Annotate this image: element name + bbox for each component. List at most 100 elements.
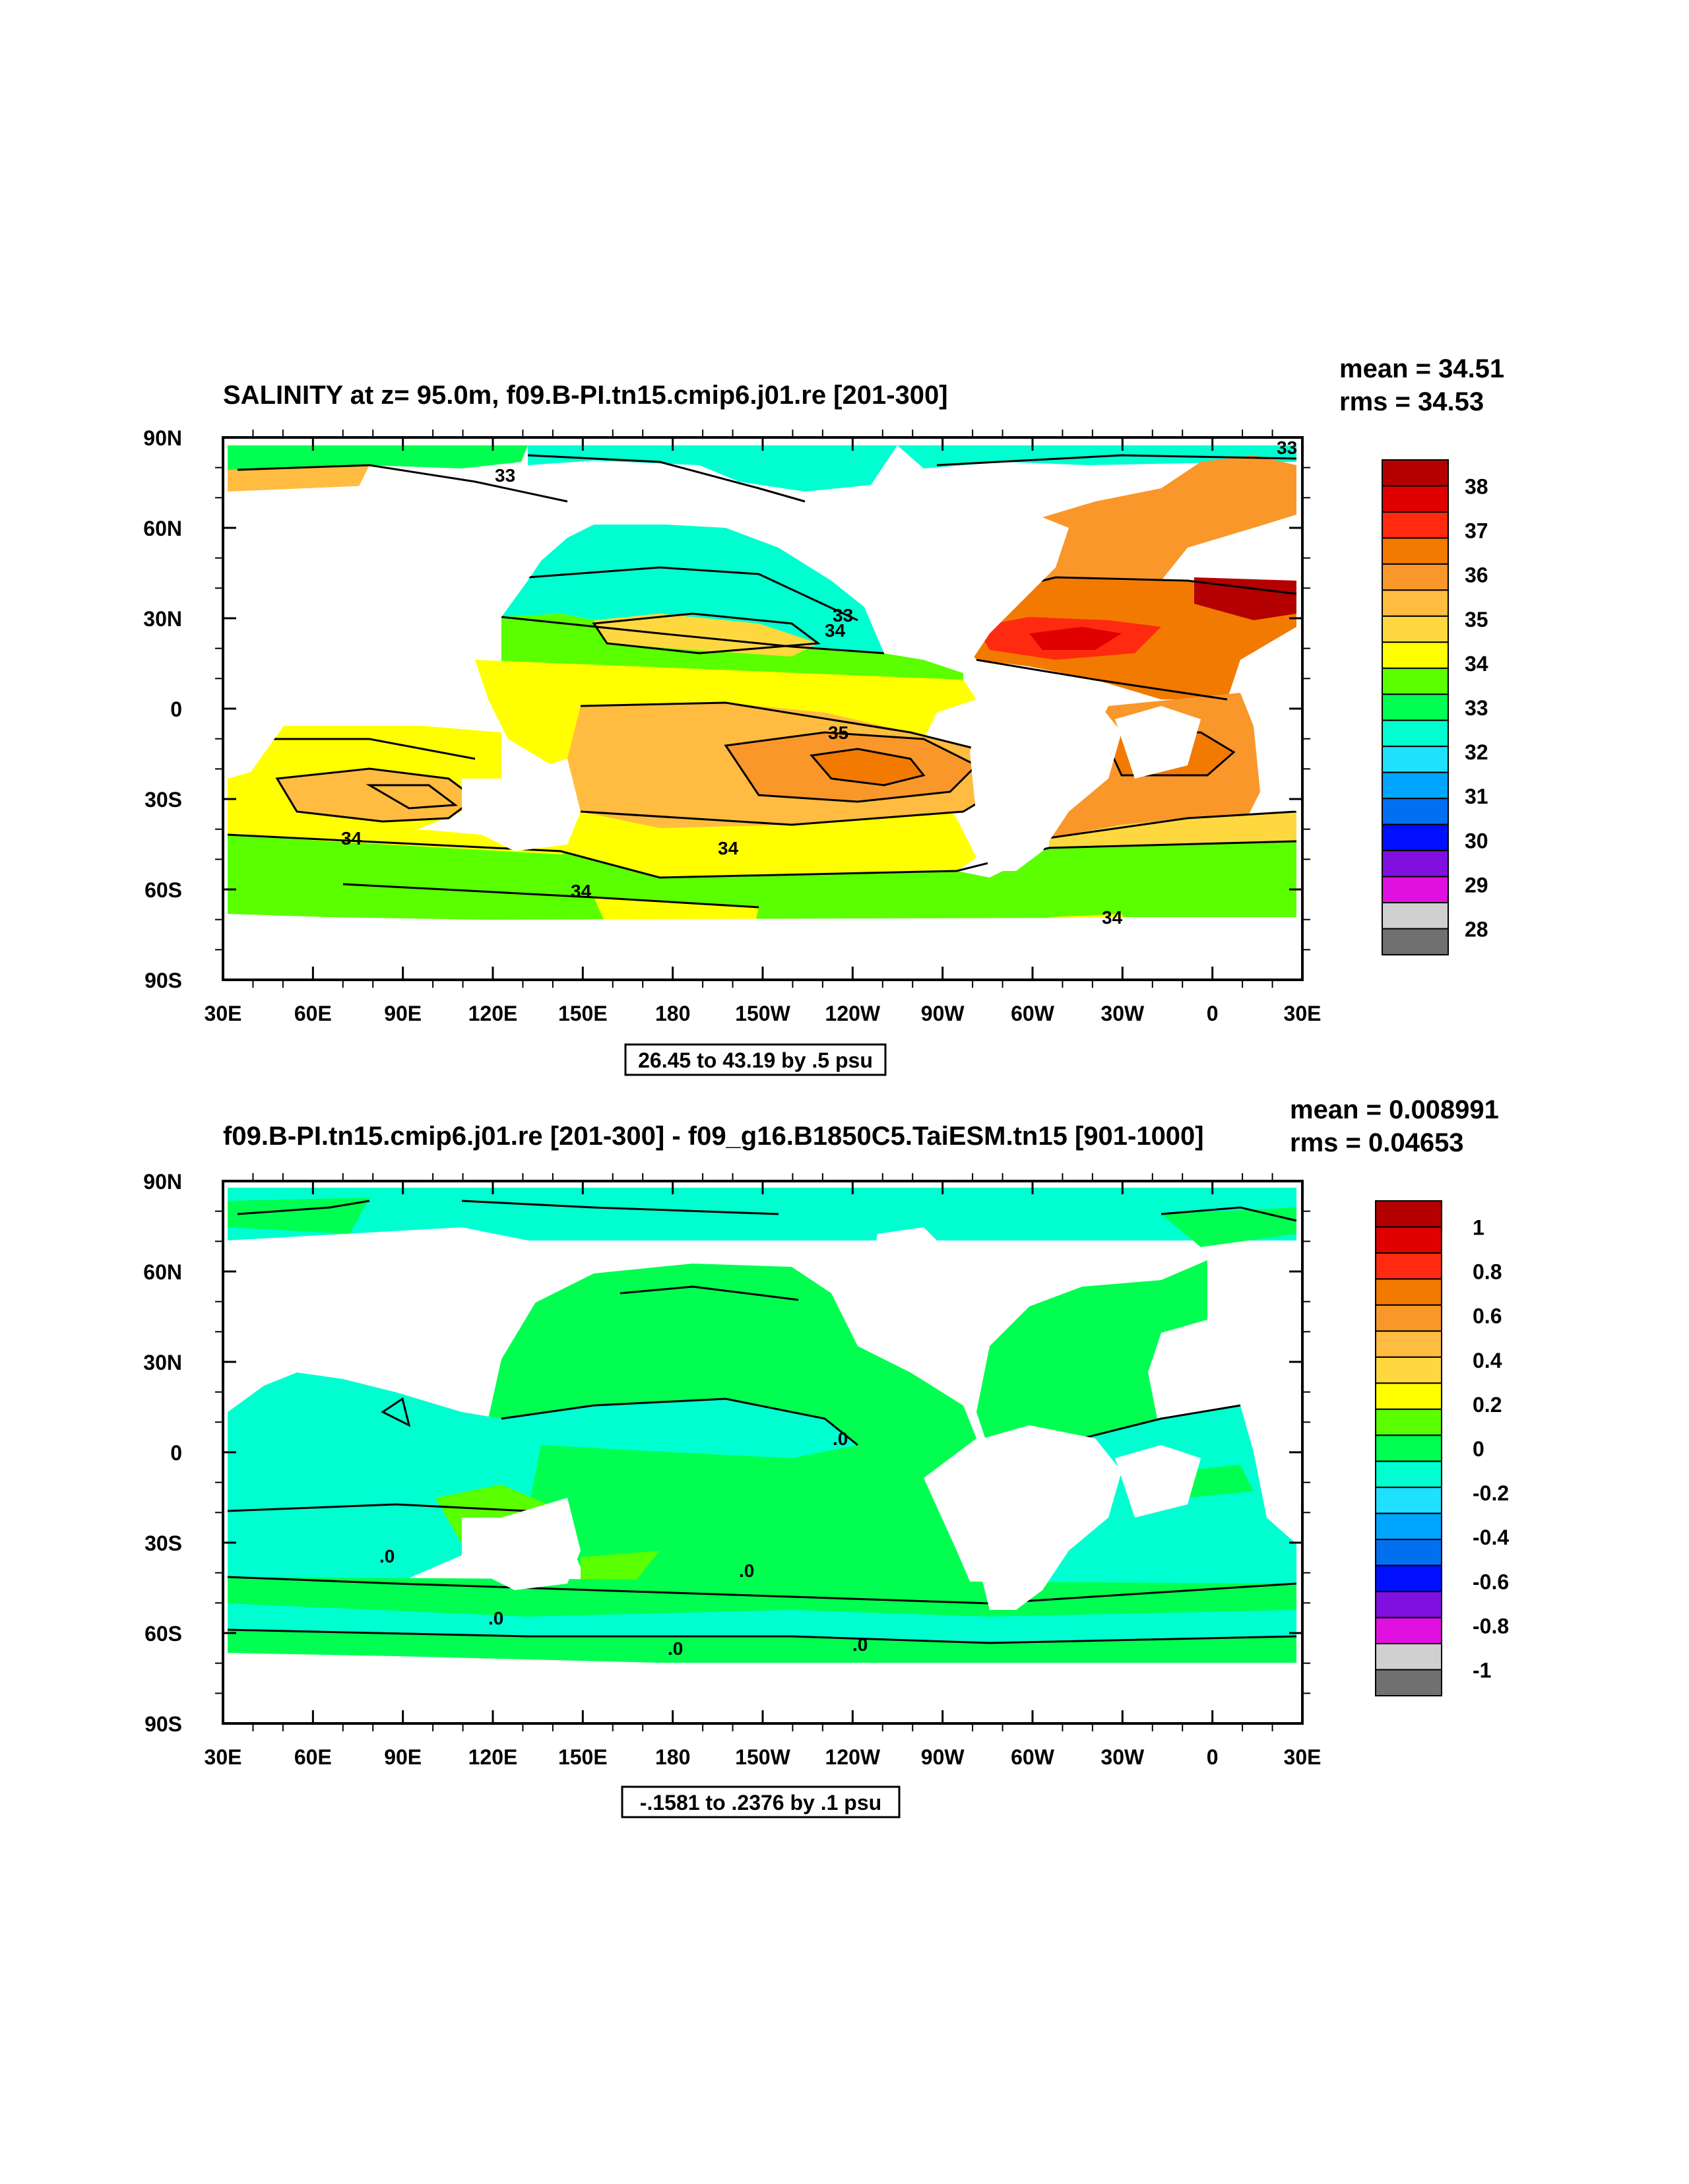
colorbar-label: 0.2 <box>1473 1393 1502 1417</box>
y-axis: 90N 60N 30N 0 30S 60S 90S <box>143 426 182 992</box>
x-tick-label: 120W <box>825 1745 881 1769</box>
colorbar-swatch <box>1382 511 1449 539</box>
y-tick-label: 60S <box>144 878 182 902</box>
ocean-region <box>501 525 884 653</box>
colorbar-swatch <box>1382 850 1449 878</box>
contour-label: 34 <box>825 620 846 641</box>
contour-label: 35 <box>828 723 848 743</box>
colorbar-swatch <box>1375 1539 1442 1566</box>
colorbar-swatch <box>1382 719 1449 748</box>
x-tick-label: 60W <box>1011 1002 1055 1025</box>
colorbar-swatch <box>1382 615 1449 643</box>
x-tick-label: 120E <box>468 1745 518 1769</box>
contour-label: .0 <box>379 1546 395 1566</box>
colorbar-swatch <box>1375 1226 1442 1254</box>
colorbar-swatch <box>1382 693 1449 721</box>
colorbar-swatch <box>1375 1408 1442 1436</box>
colorbar-label: 29 <box>1465 873 1488 897</box>
colorbar-swatch <box>1382 485 1449 513</box>
y-tick-label: 90S <box>144 969 182 992</box>
colorbar-swatch <box>1382 459 1449 487</box>
info-box-frame <box>624 1043 887 1076</box>
x-tick-label: 30E <box>205 1745 242 1769</box>
colorbar-label: 1 <box>1473 1215 1484 1239</box>
colorbar-swatch <box>1375 1487 1442 1514</box>
colorbar-swatch <box>1382 876 1449 904</box>
colorbar-label: 38 <box>1465 474 1488 498</box>
x-tick-label: 60E <box>294 1745 332 1769</box>
x-tick-label: 30E <box>1284 1745 1322 1769</box>
colorbar-label: -0.2 <box>1473 1481 1509 1505</box>
colorbar-label: 35 <box>1465 608 1488 631</box>
ocean-region <box>228 1603 1296 1643</box>
ocean-region <box>228 445 528 470</box>
contour-label-group: 33 33 33 34 35 34 34 34 34 .0 .0 .0 .0 .… <box>341 437 1297 1659</box>
colorbar-swatch <box>1375 1669 1442 1697</box>
x-tick-label: 0 <box>1207 1745 1219 1769</box>
colorbar-swatch <box>1382 798 1449 825</box>
colorbar-label: 28 <box>1465 918 1488 942</box>
colorbar-swatch <box>1375 1460 1442 1489</box>
x-tick-label: 90E <box>384 1002 422 1025</box>
ocean-region <box>1029 627 1122 650</box>
colorbar-swatch <box>1375 1304 1442 1332</box>
colorbar-label: -1 <box>1473 1659 1491 1683</box>
y-tick-label: 30N <box>143 607 182 631</box>
colorbar-swatch <box>1375 1564 1442 1593</box>
x-tick-label: 90W <box>921 1002 965 1025</box>
colorbar-label: 37 <box>1465 519 1488 543</box>
axis-ticks <box>215 1173 1310 1731</box>
x-tick-label: 90W <box>921 1745 965 1769</box>
colorbar-swatch <box>1375 1252 1442 1280</box>
contour-label: 33 <box>833 605 853 626</box>
contour-label: .0 <box>833 1429 848 1449</box>
contour-label: .0 <box>668 1638 683 1659</box>
contour-info-box: -.1581 to .2376 by .1 psu <box>621 1785 901 1818</box>
x-tick-label: 180 <box>655 1745 690 1769</box>
contour-lines <box>227 1200 1297 1644</box>
colorbar-swatch <box>1382 746 1449 773</box>
x-tick-label: 120E <box>468 1002 518 1025</box>
x-tick-label: 120W <box>825 1002 881 1025</box>
x-tick-label: 30E <box>205 1002 242 1025</box>
x-tick-label: 90E <box>384 1745 422 1769</box>
contour-info: 26.45 to 43.19 by .5 psu <box>638 1048 873 1072</box>
contour-label: 34 <box>571 881 592 901</box>
difference-panel: f09.B-PI.tn15.cmip6.j01.re [201-300] - f… <box>143 1095 1509 1818</box>
colorbar-swatch <box>1382 537 1449 565</box>
colorbar-swatch <box>1382 771 1449 800</box>
x-tick-label: 30E <box>1284 1002 1322 1025</box>
colorbar-label: 31 <box>1465 785 1488 808</box>
ocean-region <box>501 1399 858 1458</box>
colorbar-label: 0 <box>1473 1437 1484 1461</box>
colorbar: 38 37 36 35 34 33 32 31 30 29 28 <box>1382 459 1488 956</box>
colorbar-swatch <box>1375 1382 1442 1410</box>
contour-label: 34 <box>718 838 739 858</box>
colorbar-label: 34 <box>1465 652 1488 676</box>
contour-label: 33 <box>495 465 515 486</box>
colorbar-swatch <box>1382 667 1449 695</box>
ocean-region <box>1194 577 1296 620</box>
rms-stat: rms = 34.53 <box>1339 387 1484 416</box>
colorbar-label: 0.6 <box>1473 1304 1502 1328</box>
contour-info-box: 26.45 to 43.19 by .5 psu <box>624 1043 887 1076</box>
x-tick-label: 150W <box>735 1745 790 1769</box>
colorbar-swatch <box>1375 1330 1442 1358</box>
info-box-frame <box>621 1785 901 1818</box>
colorbar-swatch <box>1375 1434 1442 1462</box>
salinity-panel: SALINITY at z= 95.0m, f09.B-PI.tn15.cmip… <box>143 354 1504 1076</box>
colorbar-swatch <box>1382 823 1449 852</box>
x-tick-label: 180 <box>655 1002 690 1025</box>
ocean-region <box>581 1551 660 1584</box>
x-tick-label: 150E <box>558 1745 608 1769</box>
ocean-region <box>812 749 924 785</box>
contour-info: -.1581 to .2376 by .1 psu <box>640 1791 881 1815</box>
contour-label: 34 <box>341 828 362 849</box>
axis-ticks <box>215 430 1310 988</box>
colorbar-swatch <box>1375 1278 1442 1306</box>
y-tick-label: 0 <box>170 697 182 721</box>
ocean-region <box>990 455 1296 594</box>
x-tick-label: 60W <box>1011 1745 1055 1769</box>
colorbar-label: 32 <box>1465 740 1488 764</box>
contour-label: .0 <box>488 1608 503 1628</box>
